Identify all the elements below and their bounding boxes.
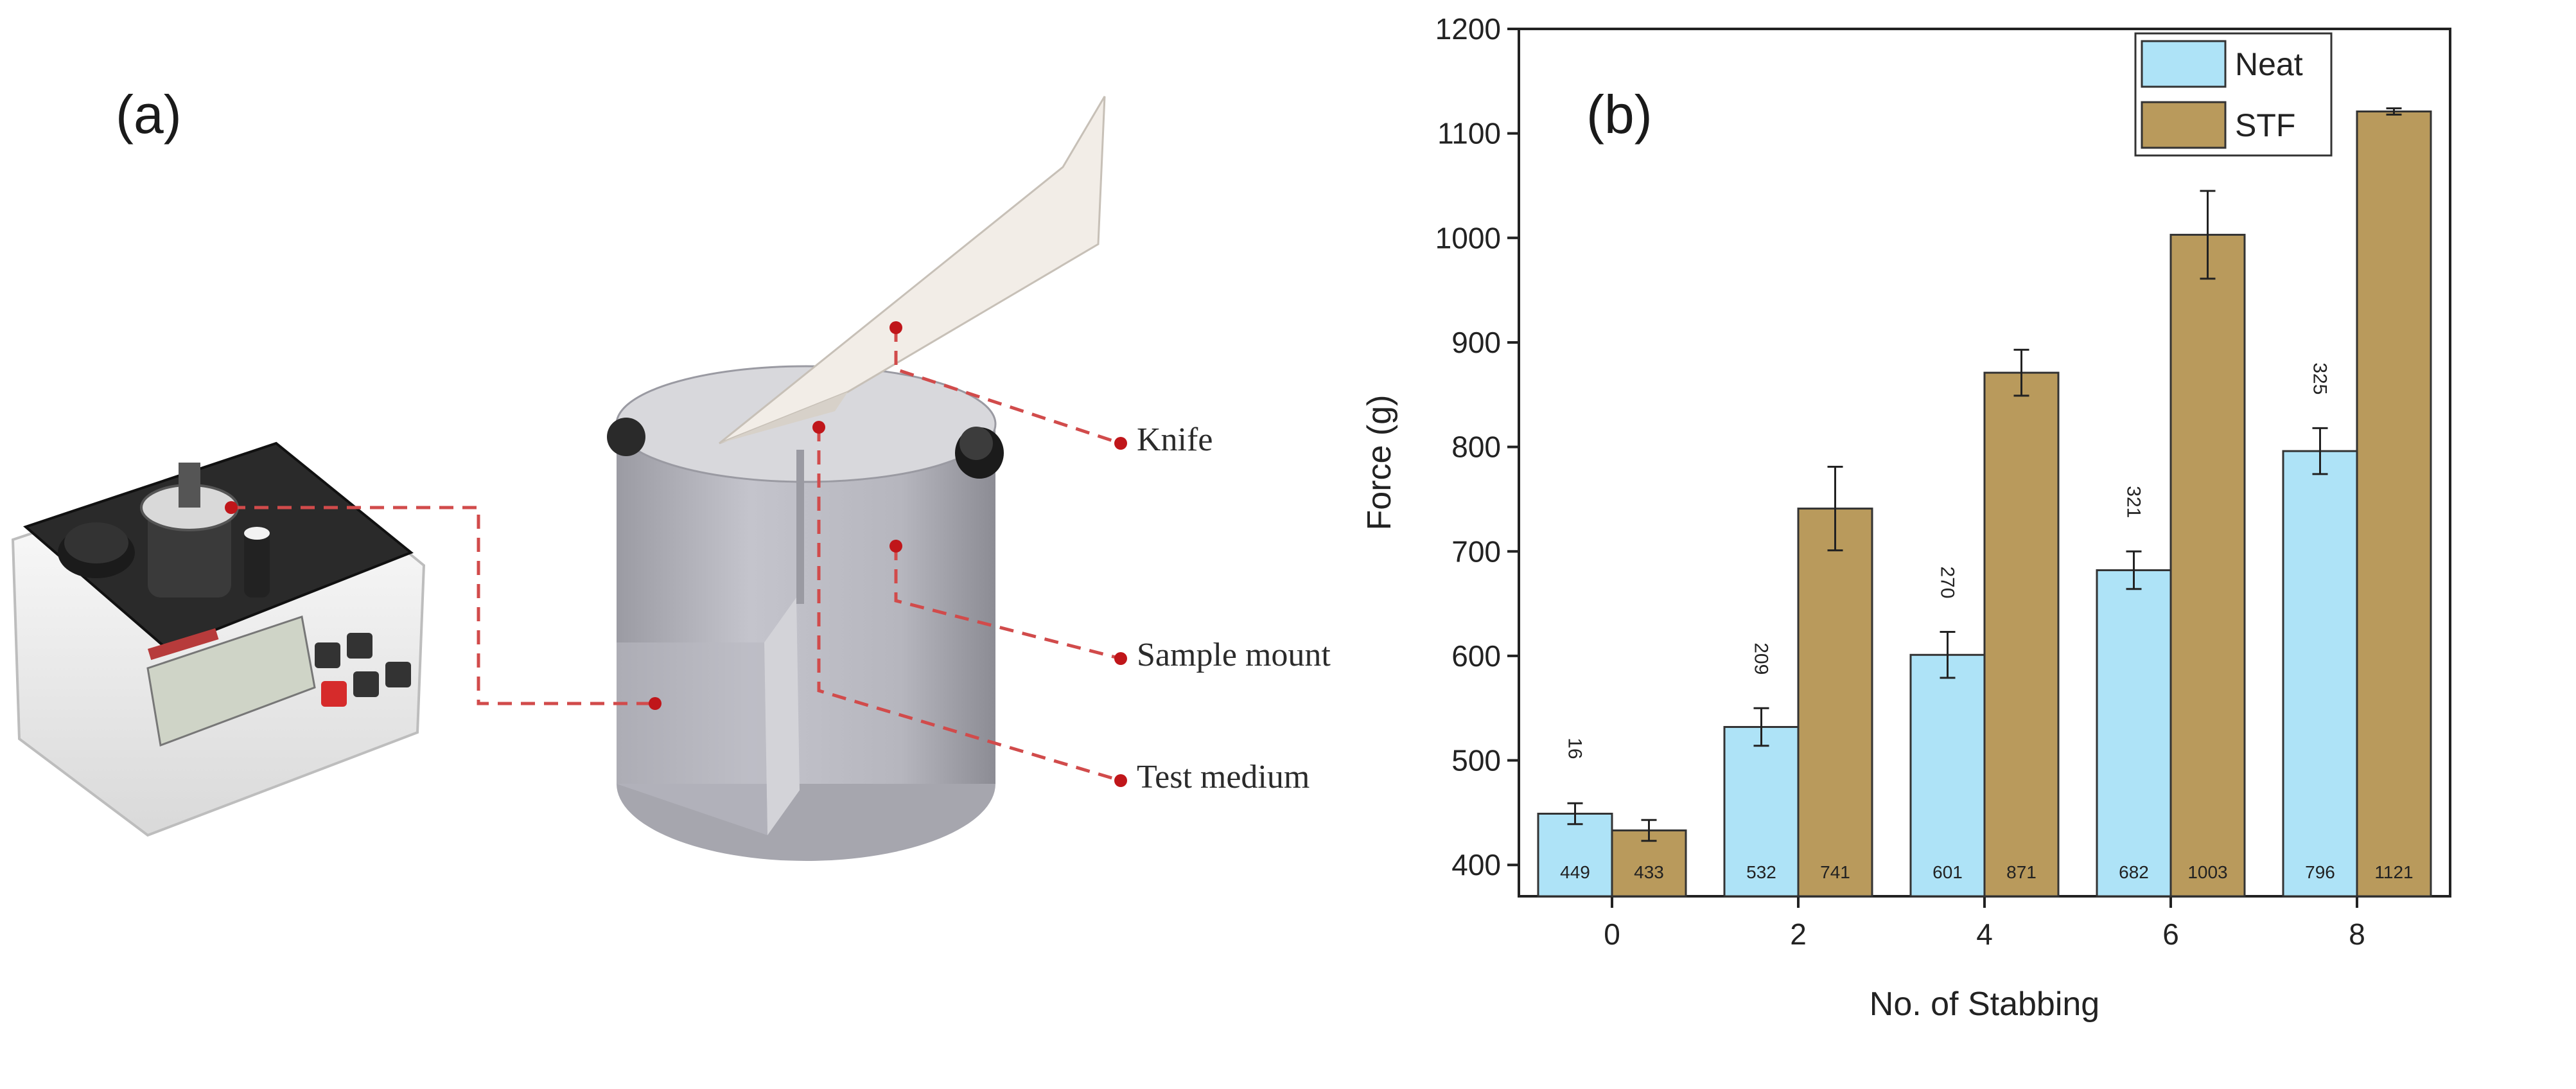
x-tick-label: 6 [2162,917,2179,951]
y-tick-label: 700 [1451,535,1501,568]
difference-label: 270 [1937,566,1958,598]
bar-stf [1983,371,2060,898]
bar-value-label: 449 [1560,862,1590,882]
bar-stf [2169,233,2246,898]
x-tick-label: 8 [2349,917,2365,951]
bar-neat [1909,653,1986,898]
bar-neat [1723,726,1800,898]
x-tick-label: 4 [1976,917,1993,951]
callout-lines [231,328,1121,783]
callout-test-medium: Test medium [1137,759,1310,795]
panel-a-label: (a) [116,84,182,145]
bar-value-label: 1121 [2374,862,2413,882]
bar-value-label: 871 [2006,862,2037,882]
legend-swatch-stf [2141,101,2227,149]
y-tick-label: 400 [1451,848,1501,881]
y-tick-label: 800 [1451,430,1501,464]
legend-label-stf: STF [2235,107,2295,143]
difference-label: 321 [2123,486,2144,518]
y-tick-label: 1100 [1437,117,1501,150]
legend-label-neat: Neat [2235,46,2303,82]
x-axis-title: No. of Stabbing [1870,986,2099,1023]
difference-label: 209 [1751,642,1772,675]
callout-knife: Knife [1137,421,1213,458]
x-tick-label: 0 [1604,917,1620,951]
y-tick-label: 900 [1451,326,1501,359]
bar-neat [2096,569,2172,898]
difference-label: 16 [1564,738,1586,759]
y-tick-label: 1200 [1435,12,1501,46]
y-axis-title: Force (g) [1361,395,1398,531]
electronic-scale-image [11,441,426,837]
callout-sample-mount: Sample mount [1137,637,1331,673]
bar-value-label: 601 [1932,862,1963,882]
difference-label: 325 [2309,362,2331,394]
bar-value-label: 796 [2305,862,2335,882]
bar-value-label: 1003 [2187,862,2227,882]
y-tick-label: 600 [1451,639,1501,673]
callout-dots [225,321,1127,787]
bar-value-label: 433 [1634,862,1664,882]
bar-stf [1797,508,1873,898]
y-tick-label: 500 [1451,744,1501,777]
bar-value-label: 741 [1820,862,1850,882]
bar-stf [2356,110,2432,898]
bar-neat [2282,450,2358,898]
bar-value-label: 532 [1746,862,1776,882]
panel-b-label: (b) [1586,84,1652,145]
bar-value-label: 682 [2119,862,2149,882]
bar-neat [1537,813,1613,898]
stab-test-illustration [11,96,1127,861]
legend-swatch-neat [2141,40,2227,88]
x-tick-label: 2 [1790,917,1807,951]
y-tick-label: 1000 [1435,221,1501,254]
